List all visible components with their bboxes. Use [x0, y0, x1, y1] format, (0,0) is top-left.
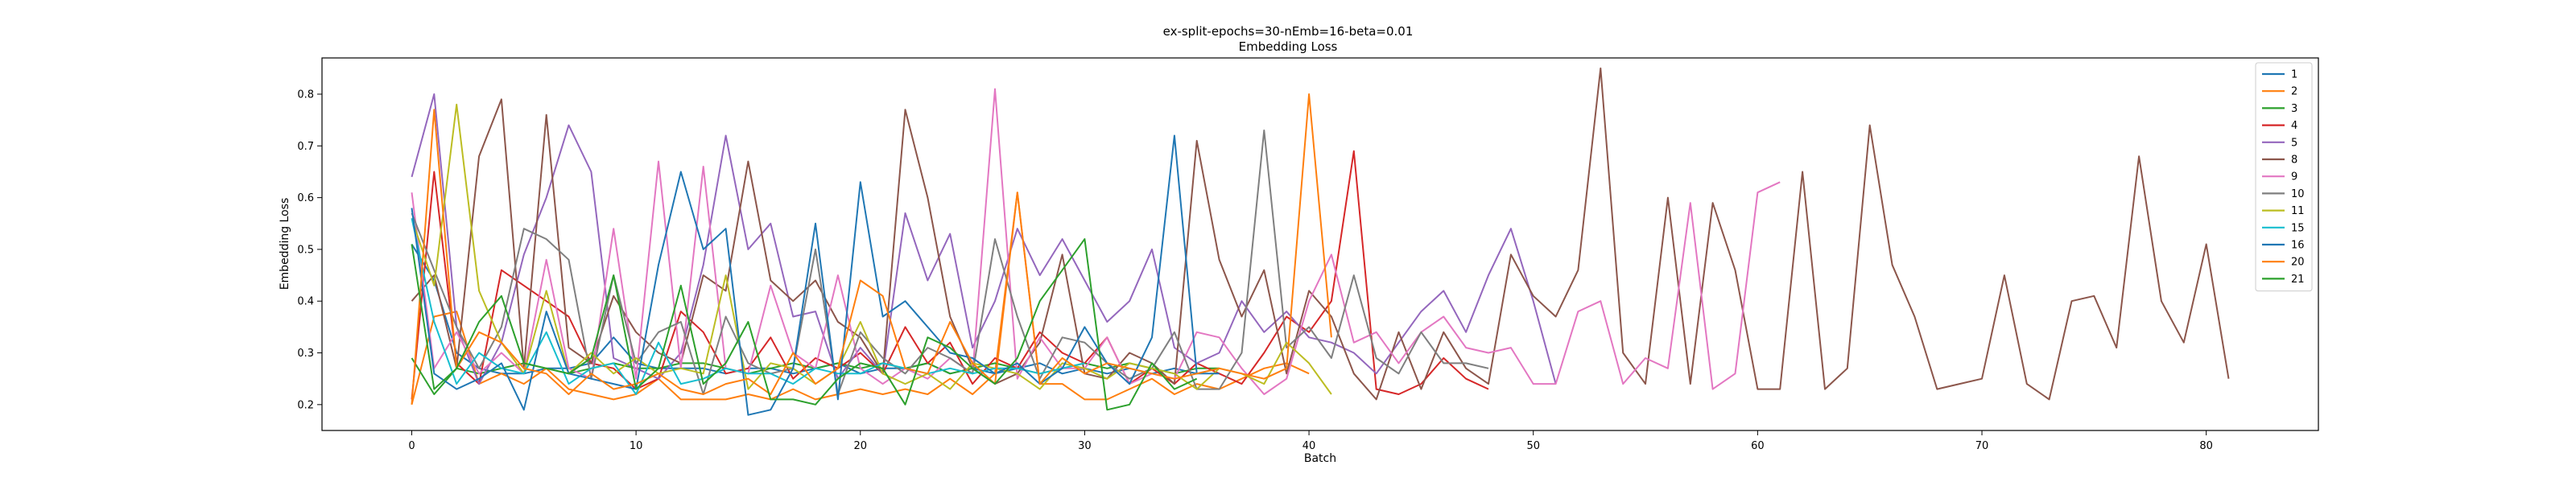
series-line-11 — [411, 103, 1332, 395]
legend-label-5: 5 — [2291, 137, 2297, 149]
x-axis: 0 10 20 30 40 50 60 70 80 — [408, 430, 2213, 452]
legend-label-1: 1 — [2291, 69, 2297, 81]
y-tick-label: 0.8 — [297, 89, 314, 101]
x-tick-label: 40 — [1302, 440, 1316, 452]
legend-label-4: 4 — [2291, 120, 2297, 132]
chart-title: ex-split-epochs=30-nEmb=16-beta=0.01 — [1163, 24, 1414, 39]
x-tick-label: 0 — [408, 440, 415, 452]
y-tick-label: 0.3 — [297, 348, 314, 360]
plot-lines — [411, 67, 2230, 416]
legend-label-11: 11 — [2291, 205, 2305, 217]
chart-subtitle: Embedding Loss — [1239, 39, 1338, 54]
legend-label-15: 15 — [2291, 222, 2305, 234]
legend-label-10: 10 — [2291, 188, 2305, 200]
y-axis: 0.2 0.3 0.4 0.5 0.6 0.7 0.8 — [297, 89, 322, 411]
x-tick-label: 80 — [2199, 440, 2213, 452]
x-tick-label: 20 — [853, 440, 867, 452]
legend-label-20: 20 — [2291, 257, 2305, 269]
series-line-20 — [411, 93, 1332, 405]
legend-label-8: 8 — [2291, 154, 2297, 167]
plot-frame — [321, 57, 2319, 431]
x-tick-label: 70 — [1975, 440, 1989, 452]
y-tick-label: 0.5 — [297, 244, 314, 256]
legend-label-3: 3 — [2291, 103, 2297, 115]
x-tick-label: 50 — [1526, 440, 1540, 452]
x-tick-label: 30 — [1078, 440, 1092, 452]
series-line-2 — [411, 192, 1310, 406]
series-line-5 — [411, 93, 1557, 385]
series-line-4 — [411, 150, 1489, 400]
series-line-21 — [411, 238, 1198, 411]
legend-label-16: 16 — [2291, 240, 2305, 252]
series-line-15 — [411, 218, 1085, 395]
series-line-8 — [411, 67, 2230, 401]
y-axis-label: Embedding Loss — [279, 198, 291, 290]
legend: 1 2 3 4 5 8 9 10 11 15 16 20 21 — [2255, 62, 2313, 292]
x-tick-label: 60 — [1751, 440, 1765, 452]
x-axis-label: Batch — [1304, 452, 1336, 465]
y-tick-label: 0.2 — [297, 399, 314, 411]
legend-label-21: 21 — [2291, 274, 2305, 286]
y-tick-label: 0.7 — [297, 141, 314, 153]
series-line-16 — [411, 134, 1220, 416]
x-tick-label: 10 — [630, 440, 643, 452]
series-line-9 — [411, 88, 1781, 395]
y-tick-label: 0.6 — [297, 192, 314, 204]
y-tick-label: 0.4 — [297, 296, 314, 308]
legend-label-9: 9 — [2291, 171, 2297, 183]
legend-label-2: 2 — [2291, 86, 2297, 98]
